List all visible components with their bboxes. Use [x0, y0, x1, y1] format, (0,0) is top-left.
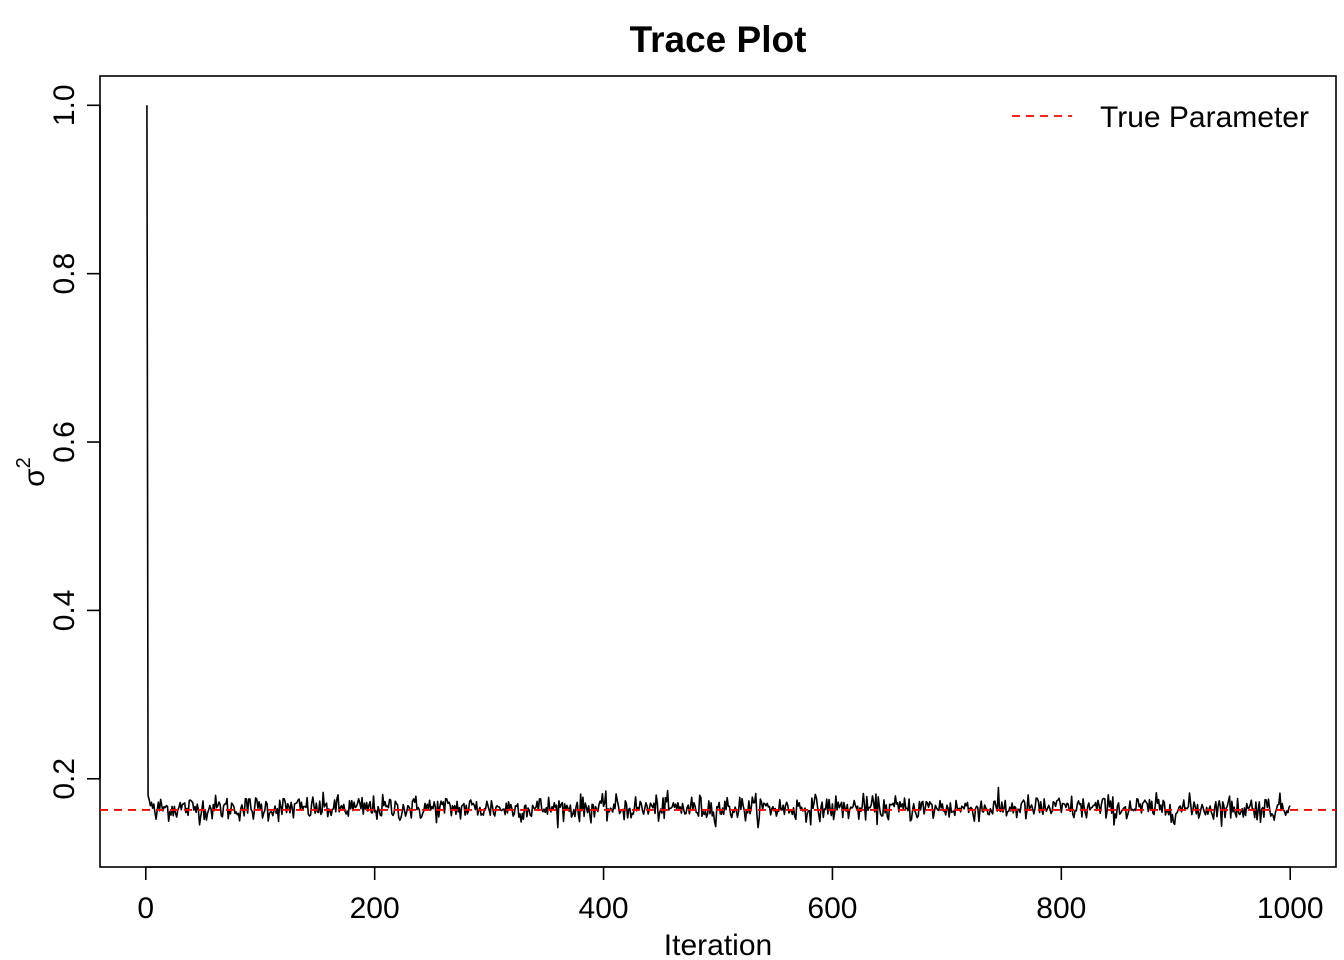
y-tick-label: 0.2: [48, 758, 81, 800]
y-tick-label: 0.8: [48, 253, 81, 295]
y-tick-label: 1.0: [48, 84, 81, 126]
y-axis: 0.2 0.4 0.6 0.8 1.0: [48, 84, 101, 800]
y-axis-label-base: σ: [18, 468, 51, 487]
x-axis-label: Iteration: [664, 929, 772, 960]
legend-label-true-parameter: True Parameter: [1100, 101, 1309, 134]
series-layer: [146, 105, 1291, 829]
x-tick-label: 0: [137, 892, 154, 925]
x-tick-label: 800: [1036, 892, 1086, 925]
x-tick-label: 1000: [1257, 892, 1324, 925]
x-tick-label: 400: [579, 892, 629, 925]
plot-frame: [99, 75, 1337, 868]
x-axis: 0 200 400 600 800 1000: [137, 866, 1324, 925]
y-axis-label-superscript: 2: [13, 457, 35, 468]
y-tick-label: 0.4: [48, 590, 81, 632]
legend: True Parameter: [1012, 101, 1309, 134]
y-axis-label: σ2: [13, 457, 51, 487]
chart-title: Trace Plot: [630, 19, 807, 60]
x-tick-label: 600: [807, 892, 857, 925]
x-tick-label: 200: [350, 892, 400, 925]
trace-series-line: [146, 105, 1291, 829]
y-tick-label: 0.6: [48, 421, 81, 463]
